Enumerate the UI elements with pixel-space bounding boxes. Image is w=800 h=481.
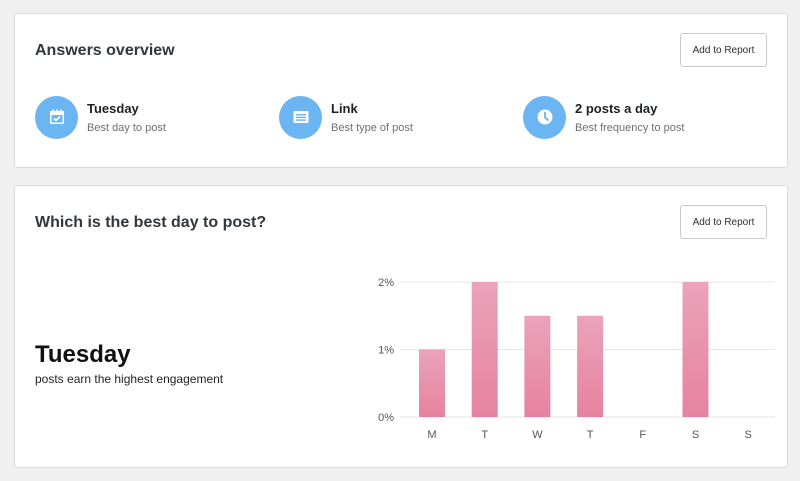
bar-2[interactable] xyxy=(524,315,551,417)
y-tick-label: 0% xyxy=(378,412,394,424)
answer-best-frequency: 2 posts a day Best frequency to post xyxy=(523,95,684,139)
x-tick-label: S xyxy=(745,429,752,441)
bar-0[interactable] xyxy=(419,349,445,418)
answers-overview-card: Answers overview Add to Report Tuesday B… xyxy=(14,13,788,168)
best-day-title: Which is the best day to post? xyxy=(35,214,267,231)
answer-best-day: Tuesday Best day to post xyxy=(35,95,166,139)
y-tick-label: 2% xyxy=(378,277,394,289)
y-tick-label: 1% xyxy=(378,345,394,357)
x-tick-label: F xyxy=(639,429,646,441)
best-day-value: Tuesday xyxy=(35,341,131,368)
bar-1[interactable] xyxy=(471,282,498,417)
answer-best-type: Link Best type of post xyxy=(279,95,413,139)
x-tick-label: T xyxy=(481,429,488,441)
x-tick-label: W xyxy=(532,429,543,441)
bar-5[interactable] xyxy=(682,282,709,417)
best-day-card: Which is the best day to post? Add to Re… xyxy=(14,185,788,468)
x-tick-label: S xyxy=(692,429,699,441)
add-to-report-button[interactable]: Add to Report xyxy=(680,205,767,239)
answers-overview-title: Answers overview xyxy=(35,42,175,59)
engagement-bar-chart: 0% 1% 2% M T W T F S S xyxy=(378,277,775,441)
x-tick-label: T xyxy=(587,429,594,441)
add-to-report-button[interactable]: Add to Report xyxy=(680,33,767,67)
best-day-description: posts earn the highest engagement xyxy=(35,372,224,386)
x-tick-label: M xyxy=(427,429,436,441)
answer-subtitle: Best frequency to post xyxy=(575,121,685,134)
bar-3[interactable] xyxy=(577,315,604,417)
answer-title: Tuesday xyxy=(87,100,139,116)
answer-subtitle: Best day to post xyxy=(87,121,166,134)
calendar-icon xyxy=(35,95,78,139)
clock-icon xyxy=(523,95,566,139)
answer-title: 2 posts a day xyxy=(575,100,658,116)
post-type-icon xyxy=(279,95,322,139)
answer-title: Link xyxy=(331,100,358,116)
answer-subtitle: Best type of post xyxy=(331,121,413,134)
